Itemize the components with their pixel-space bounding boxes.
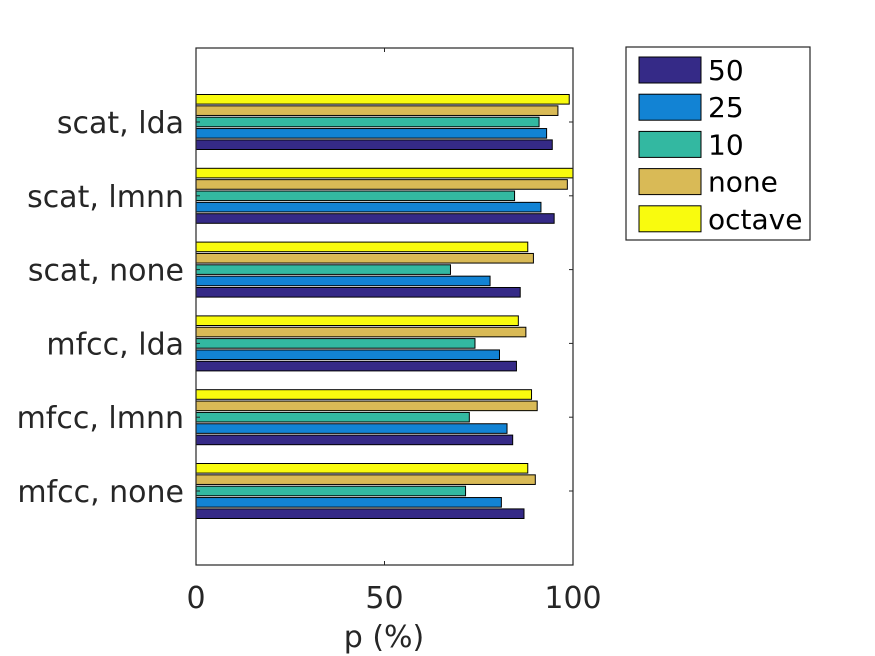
legend-label-10: 10	[708, 128, 744, 161]
bar-octave-6	[195, 463, 529, 474]
bar-none-5	[195, 400, 538, 412]
bar-none-1	[195, 105, 559, 116]
bar-10-2	[195, 190, 516, 202]
y-tick-label: scat, lmnn	[27, 180, 184, 215]
legend-entries: 50 25 10 none octave	[638, 54, 802, 236]
axes-layer: scat, lda scat, lmnn scat, none mfcc, lda mf…	[17, 47, 602, 616]
y-tick-label: mfcc, lmnn	[17, 401, 184, 436]
y-tick-label: mfcc, lda	[46, 327, 184, 362]
bar-25-5	[195, 423, 508, 434]
bar-10-4	[195, 338, 476, 349]
bar-25-1	[195, 128, 548, 139]
bar-25-2	[195, 201, 542, 213]
legend-swatch-octave	[638, 205, 702, 233]
x-tick-label: 100	[544, 581, 601, 616]
x-axis-label: p (%)	[344, 620, 425, 655]
bar-none-3	[195, 252, 534, 264]
bar-octave-2	[195, 167, 574, 179]
legend-label-none: none	[708, 166, 778, 199]
bar-25-6	[195, 497, 502, 508]
bar-10-6	[195, 485, 467, 497]
bar-25-3	[195, 275, 491, 287]
bar-25-4	[195, 349, 500, 361]
bar-50-4	[195, 360, 517, 372]
bar-octave-4	[195, 315, 519, 326]
bar-none-2	[195, 179, 568, 190]
legend-swatch-10	[638, 130, 702, 158]
bar-10-3	[195, 264, 451, 275]
y-tick-label: scat, lda	[57, 106, 184, 141]
bar-10-5	[195, 411, 470, 423]
legend-label-25: 25	[708, 91, 744, 124]
bar-50-6	[195, 508, 525, 519]
bar-50-1	[195, 139, 553, 150]
y-tick-label: mfcc, none	[17, 475, 184, 510]
bar-50-5	[195, 434, 514, 446]
bar-octave-5	[195, 389, 533, 400]
bar-none-6	[195, 474, 536, 485]
bar-50-2	[195, 213, 555, 224]
bar-10-1	[195, 116, 540, 128]
bar-octave-3	[195, 241, 529, 253]
legend: 50 25 10 none octave	[625, 46, 811, 241]
y-tick-label: scat, none	[28, 254, 184, 289]
legend-label-octave: octave	[708, 203, 802, 236]
x-tick-label: 50	[365, 581, 403, 616]
legend-label-50: 50	[708, 54, 744, 87]
x-tick-label: 0	[186, 581, 205, 616]
bar-octave-1	[195, 94, 570, 105]
legend-swatch-25	[638, 93, 702, 121]
bar-50-3	[195, 287, 521, 298]
legend-swatch-none	[638, 168, 702, 196]
bars-layer	[195, 94, 574, 519]
bar-none-4	[195, 326, 527, 338]
legend-swatch-50	[638, 56, 702, 84]
